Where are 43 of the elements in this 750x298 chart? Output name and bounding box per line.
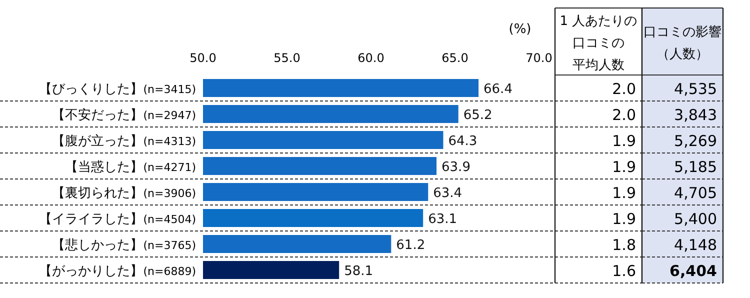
data-label: 1.6 xyxy=(612,262,636,280)
data-label: 63.4 xyxy=(433,186,462,201)
data-label: 4,535 xyxy=(674,80,717,98)
y-tick-label: 【イライラした】(n=4504) xyxy=(39,212,196,227)
y-tick-label: 【びっくりした】(n=3415) xyxy=(39,82,196,97)
data-label: 4,705 xyxy=(674,184,717,202)
x-tick-label: 55.0 xyxy=(274,51,300,65)
data-label: 3,843 xyxy=(674,106,717,124)
x-tick-label: 70.0 xyxy=(526,51,552,65)
data-label: 61.2 xyxy=(396,238,426,253)
data-label: 1.9 xyxy=(612,210,636,228)
data-label: 5,400 xyxy=(674,210,717,228)
data-label: 64.3 xyxy=(448,134,478,149)
x-tick-label: 60.0 xyxy=(358,51,384,65)
text: 1 人あたりの xyxy=(560,14,638,29)
y-tick-label: 【悲しかった】(n=3765) xyxy=(52,238,196,253)
data-label: 6,404 xyxy=(670,262,717,280)
text: （人数） xyxy=(656,47,708,62)
data-label: 2.0 xyxy=(612,80,636,98)
y-tick-label: 【不安だった】(n=2947) xyxy=(52,107,196,123)
data-label: 1.9 xyxy=(612,184,636,202)
data-label: 5,185 xyxy=(674,158,717,176)
y-tick-label: 【腹が立った】(n=4313) xyxy=(52,133,196,149)
y-tick-label: 【裏切られた】(n=3906) xyxy=(52,186,196,201)
x-axis-title: (%) xyxy=(508,22,532,37)
data-label: 1.9 xyxy=(612,158,636,176)
y-tick-label: 【当惑した】(n=4271) xyxy=(65,160,196,175)
data-label: 2.0 xyxy=(612,106,636,124)
data-label: 66.4 xyxy=(484,82,512,97)
data-label: 5,269 xyxy=(674,132,717,150)
data-label: 4,148 xyxy=(674,236,717,254)
y-tick-label: 【がっかりした】(n=6889) xyxy=(39,264,196,279)
data-label: 1.8 xyxy=(612,236,636,254)
x-tick-label: 50.0 xyxy=(190,51,216,65)
data-label: 65.2 xyxy=(463,108,492,123)
data-label: 58.1 xyxy=(344,264,374,279)
x-tick-label: 65.0 xyxy=(442,51,468,65)
data-label: 63.1 xyxy=(428,212,458,227)
text: 口コミの影響 xyxy=(644,25,722,40)
text: 口コミの xyxy=(572,36,624,51)
data-label: 63.9 xyxy=(442,160,470,175)
data-label: 1.9 xyxy=(612,132,636,150)
text: 平均人数 xyxy=(572,58,624,73)
